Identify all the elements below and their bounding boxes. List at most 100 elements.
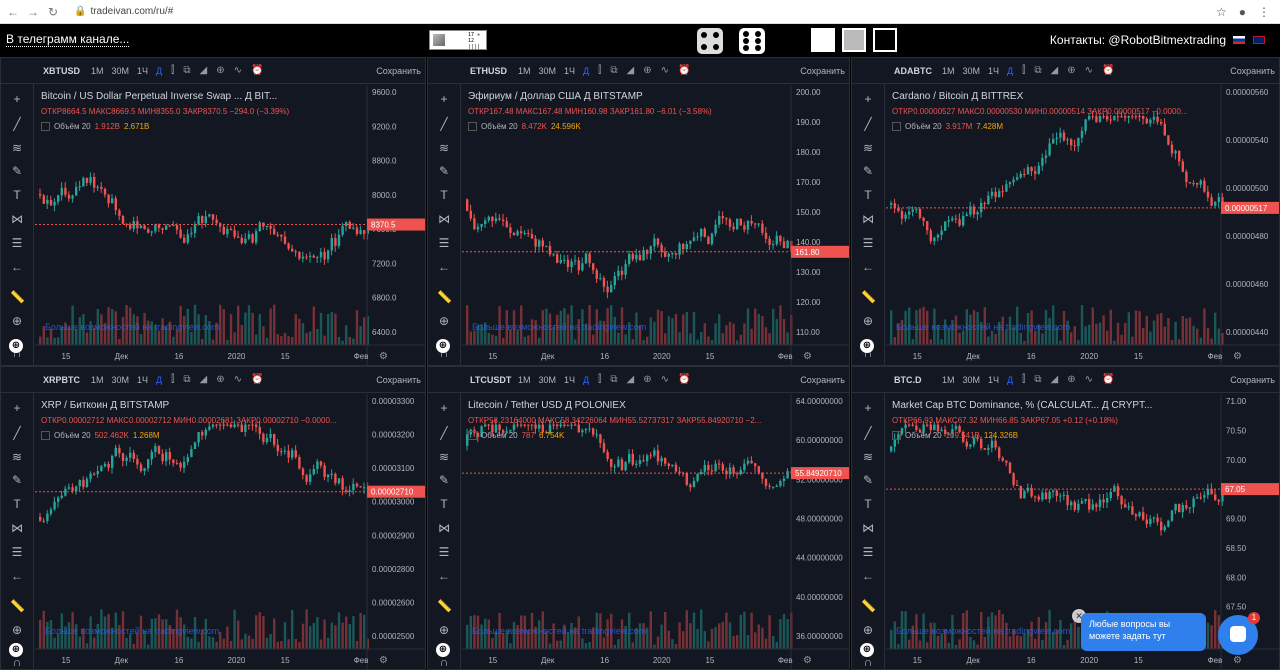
alert-icon[interactable]: ⏰: [677, 65, 691, 76]
zoom-icon[interactable]: ⊕: [860, 339, 874, 353]
ruler-icon[interactable]: 📏: [861, 290, 876, 304]
back-arrow-icon[interactable]: ←: [862, 260, 874, 274]
ruler-icon[interactable]: 📏: [10, 290, 25, 304]
zoom-icon[interactable]: ⊕: [9, 339, 23, 353]
fib-icon[interactable]: ≋: [438, 450, 450, 464]
dice-six-icon[interactable]: [739, 28, 765, 54]
timeframe-button[interactable]: 1М: [91, 374, 104, 385]
pattern-icon[interactable]: ⋈: [11, 521, 23, 535]
chevron-down-icon[interactable]: [892, 431, 901, 441]
symbol-label[interactable]: XRPBTC: [43, 374, 81, 385]
magnet-icon[interactable]: ∩: [863, 655, 873, 669]
zoom-in-icon[interactable]: ⊕: [862, 314, 874, 328]
save-button[interactable]: Сохранить: [376, 374, 421, 385]
price-chart[interactable]: 0.00000560 0.00000540 0.00000500 0.00000480…: [886, 85, 1280, 366]
chart-panel[interactable]: XRPBTC 1М 30М 1Ч Д ⫿ ⧉ ◢ ⊕ ∿ ⏰ Сохранить + ╱ ≋ ✎ T…: [0, 366, 426, 670]
ruler-icon[interactable]: 📏: [437, 599, 452, 613]
arrow-left-icon[interactable]: ←: [7, 4, 19, 19]
add-indicator-icon[interactable]: ⊕: [1067, 374, 1076, 385]
price-chart[interactable]: 9600.09200.08800.08000.07600.07200.06800…: [35, 85, 426, 366]
add-indicator-icon[interactable]: ⊕: [216, 65, 225, 76]
brush-icon[interactable]: ✎: [862, 473, 874, 487]
chart-panel[interactable]: LTCUSDT 1М 30М 1Ч Д ⫿ ⧉ ◢ ⊕ ∿ ⏰ Сохранить + ╱ ≋ ✎…: [427, 366, 850, 670]
area-style-icon[interactable]: ◢: [199, 65, 208, 76]
fib-icon[interactable]: ≋: [862, 141, 874, 155]
measure-icon[interactable]: ☰: [11, 236, 23, 250]
save-button[interactable]: Сохранить: [376, 65, 421, 76]
tradingview-watermark[interactable]: Больше возможностей на tradingview.com: [472, 322, 647, 332]
flag-ru-icon[interactable]: [1233, 36, 1245, 44]
telegram-link[interactable]: В телеграмм канале...: [6, 32, 130, 47]
pattern-icon[interactable]: ⋈: [438, 212, 450, 226]
candle-style-icon[interactable]: ⧉: [1034, 65, 1042, 76]
timeframe-button[interactable]: 30М: [538, 65, 557, 76]
chat-bubble[interactable]: Любые вопросы вы можете задать тут: [1081, 613, 1206, 651]
settings-gear-icon[interactable]: ⚙: [803, 655, 812, 666]
theme-white-swatch[interactable]: [811, 28, 835, 52]
ruler-icon[interactable]: 📏: [437, 290, 452, 304]
brush-icon[interactable]: ✎: [438, 164, 450, 178]
fib-icon[interactable]: ≋: [11, 450, 23, 464]
chart-panel[interactable]: ADABTC 1М 30М 1Ч Д ⫿ ⧉ ◢ ⊕ ∿ ⏰ Сохранить + ╱ ≋ ✎ T…: [851, 57, 1280, 366]
measure-icon[interactable]: ☰: [11, 545, 23, 559]
back-arrow-icon[interactable]: ←: [438, 260, 450, 274]
pattern-icon[interactable]: ⋈: [862, 521, 874, 535]
trend-line-icon[interactable]: ╱: [864, 426, 872, 440]
chart-panel[interactable]: BTC.D 1М 30М 1Ч Д ⫿ ⧉ ◢ ⊕ ∿ ⏰ Сохранить + ╱ ≋ ✎ T ⋈…: [851, 366, 1280, 670]
timeframe-button[interactable]: 1М: [91, 65, 104, 76]
timeframe-button[interactable]: 1Ч: [988, 65, 1000, 76]
zoom-icon[interactable]: ⊕: [436, 339, 450, 353]
indicators-icon[interactable]: ∿: [660, 374, 669, 385]
zoom-in-icon[interactable]: ⊕: [438, 623, 450, 637]
arrow-right-icon[interactable]: →: [27, 4, 39, 19]
trend-line-icon[interactable]: ╱: [13, 117, 21, 131]
price-chart[interactable]: 0.00003300 0.00003200 0.00003100 0.00003000…: [35, 394, 426, 670]
trend-line-icon[interactable]: ╱: [13, 426, 21, 440]
timeframe-button[interactable]: Д: [1007, 374, 1014, 385]
add-indicator-icon[interactable]: ⊕: [643, 374, 652, 385]
save-button[interactable]: Сохранить: [1230, 374, 1275, 385]
pattern-icon[interactable]: ⋈: [862, 212, 874, 226]
measure-icon[interactable]: ☰: [438, 236, 450, 250]
alert-icon[interactable]: ⏰: [677, 374, 691, 385]
crosshair-icon[interactable]: +: [864, 401, 872, 415]
candle-style-icon[interactable]: ⧉: [183, 374, 191, 385]
timeframe-button[interactable]: 1М: [942, 65, 955, 76]
settings-gear-icon[interactable]: ⚙: [1233, 351, 1242, 362]
timeframe-button[interactable]: Д: [583, 65, 590, 76]
timeframe-button[interactable]: 1Ч: [564, 65, 576, 76]
measure-icon[interactable]: ☰: [862, 545, 874, 559]
magnet-icon[interactable]: ∩: [12, 655, 22, 669]
symbol-label[interactable]: XBTUSD: [43, 65, 81, 76]
zoom-in-icon[interactable]: ⊕: [11, 623, 23, 637]
alert-icon[interactable]: ⏰: [250, 374, 264, 385]
indicators-icon[interactable]: ∿: [1084, 65, 1093, 76]
timeframe-button[interactable]: Д: [583, 374, 590, 385]
tradingview-watermark[interactable]: Больше возможностей на tradingview.com: [896, 322, 1071, 332]
chevron-down-icon[interactable]: [892, 122, 901, 132]
tradingview-watermark[interactable]: Больше возможностей на tradingview.com: [45, 322, 220, 332]
pattern-icon[interactable]: ⋈: [11, 212, 23, 226]
settings-gear-icon[interactable]: ⚙: [379, 351, 388, 362]
settings-gear-icon[interactable]: ⚙: [803, 351, 812, 362]
chart-panel[interactable]: XBTUSD 1М 30М 1Ч Д ⫿ ⧉ ◢ ⊕ ∿ ⏰ Сохранить + ╱ ≋ ✎ T…: [0, 57, 426, 366]
reload-icon[interactable]: ↻: [47, 4, 59, 19]
save-button[interactable]: Сохранить: [800, 65, 845, 76]
area-style-icon[interactable]: ◢: [1050, 374, 1059, 385]
area-style-icon[interactable]: ◢: [1050, 65, 1059, 76]
symbol-label[interactable]: ETHUSD: [470, 65, 508, 76]
alert-icon[interactable]: ⏰: [1101, 65, 1115, 76]
measure-icon[interactable]: ☰: [862, 236, 874, 250]
crosshair-icon[interactable]: +: [13, 92, 21, 106]
crosshair-icon[interactable]: +: [864, 92, 872, 106]
brush-icon[interactable]: ✎: [438, 473, 450, 487]
settings-gear-icon[interactable]: ⚙: [1233, 655, 1242, 666]
zoom-in-icon[interactable]: ⊕: [438, 314, 450, 328]
timeframe-button[interactable]: 30М: [962, 374, 981, 385]
timeframe-button[interactable]: Д: [156, 65, 163, 76]
indicators-icon[interactable]: ∿: [233, 374, 242, 385]
chart-panel[interactable]: ETHUSD 1М 30М 1Ч Д ⫿ ⧉ ◢ ⊕ ∿ ⏰ Сохранить + ╱ ≋ ✎ T…: [427, 57, 850, 366]
text-icon[interactable]: T: [864, 188, 872, 202]
text-icon[interactable]: T: [13, 497, 21, 511]
timeframe-button[interactable]: 30М: [538, 374, 557, 385]
